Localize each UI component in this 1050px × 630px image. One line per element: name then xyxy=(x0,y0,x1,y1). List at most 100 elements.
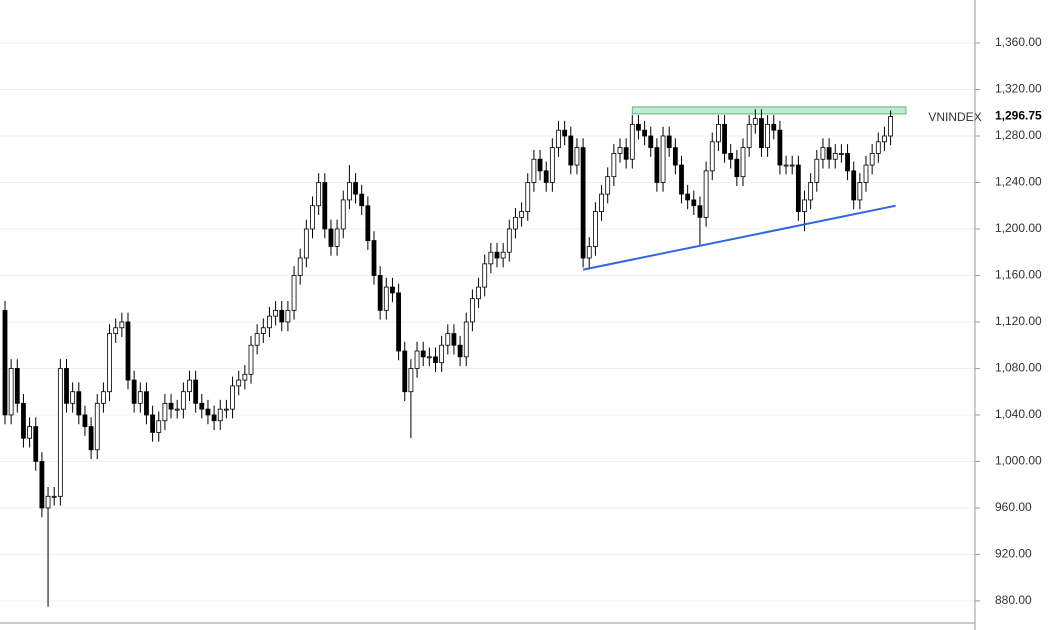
y-tick-label: 1,120.00 xyxy=(995,314,1042,328)
candle-body xyxy=(543,170,549,183)
resistance-zone xyxy=(631,106,907,115)
candle-body xyxy=(556,129,561,149)
candle-body xyxy=(783,164,789,167)
candle-body xyxy=(359,193,365,207)
candle-body xyxy=(223,408,229,411)
y-tick-label: 880.00 xyxy=(995,593,1032,607)
candle-body xyxy=(648,135,654,149)
candle-body xyxy=(254,333,260,346)
candle-body xyxy=(759,118,764,149)
candle-body xyxy=(476,286,481,300)
candle-body xyxy=(156,420,162,433)
candle-body xyxy=(340,199,346,230)
candle-body xyxy=(519,211,524,218)
candle-body xyxy=(242,373,248,381)
candle-body xyxy=(273,309,279,317)
candle-body xyxy=(457,344,463,358)
candle-body xyxy=(267,315,272,329)
candle-body xyxy=(795,164,801,212)
candle-body xyxy=(562,129,568,137)
candle-body xyxy=(525,182,531,212)
candle-body xyxy=(482,263,488,288)
candle-body xyxy=(316,182,322,207)
candle-body xyxy=(180,391,186,410)
candle-body xyxy=(279,309,285,323)
candle-body xyxy=(107,333,112,393)
candle-body xyxy=(420,350,426,358)
candle-body xyxy=(94,402,100,451)
candle-body xyxy=(205,408,211,416)
candle-body xyxy=(101,391,106,404)
candle-body xyxy=(248,344,254,375)
candle-body xyxy=(70,391,76,404)
candle-body xyxy=(845,153,850,172)
candle-body xyxy=(162,402,168,422)
y-tick-label: 1,040.00 xyxy=(995,407,1042,421)
y-tick-label: 1,320.00 xyxy=(995,82,1042,96)
candle-body xyxy=(580,147,586,259)
candle-body xyxy=(752,118,758,125)
candle-body xyxy=(445,333,451,346)
candle-body xyxy=(426,356,432,359)
candle-body xyxy=(740,147,746,178)
candle-body xyxy=(611,153,617,178)
candle-body xyxy=(150,414,156,433)
candle-body xyxy=(346,182,352,201)
candle-body xyxy=(851,170,857,201)
candle-body xyxy=(875,141,881,154)
candle-body xyxy=(88,426,94,451)
candle-body xyxy=(260,327,266,334)
candle-body xyxy=(593,211,598,247)
trendline xyxy=(582,204,896,271)
candle-body xyxy=(617,147,623,154)
candle-body xyxy=(839,153,844,155)
candle-body xyxy=(716,123,721,143)
candle-body xyxy=(57,368,63,497)
candle-body xyxy=(408,368,414,393)
candle-body xyxy=(414,350,420,369)
candle-body xyxy=(371,240,377,276)
candle-body xyxy=(168,402,174,410)
candle-body xyxy=(826,147,832,160)
candle-body xyxy=(802,199,807,212)
candle-body xyxy=(586,246,592,259)
candle-body xyxy=(734,158,740,178)
candle-body xyxy=(679,164,684,195)
candle-body xyxy=(353,182,358,195)
candle-body xyxy=(500,251,506,259)
candle-body xyxy=(33,426,39,462)
candle-body xyxy=(174,408,180,411)
y-tick-label: 1,200.00 xyxy=(995,221,1042,235)
candle-body xyxy=(76,391,82,416)
candle-body xyxy=(396,292,402,352)
candle-body xyxy=(808,182,814,201)
candle-body xyxy=(199,402,205,410)
candle-body xyxy=(137,391,143,404)
candle-body xyxy=(334,228,340,247)
candle-body xyxy=(789,164,795,167)
candle-body xyxy=(451,333,457,346)
candle-body xyxy=(820,147,826,160)
candle-body xyxy=(27,426,33,439)
candle-body xyxy=(236,379,242,387)
candle-body xyxy=(654,147,660,183)
candle-body xyxy=(297,257,303,276)
candle-body xyxy=(857,182,863,201)
candle-body xyxy=(14,368,20,404)
y-tick-label: 1,360.00 xyxy=(995,35,1042,49)
y-tick-label: 1,240.00 xyxy=(995,175,1042,189)
candle-body xyxy=(310,205,315,230)
candle-body xyxy=(636,123,641,131)
candle-body xyxy=(722,123,727,154)
candle-body xyxy=(531,158,537,183)
candle-body xyxy=(21,402,26,439)
candle-body xyxy=(291,275,297,311)
y-tick-label: 1,080.00 xyxy=(995,361,1042,375)
candle-body xyxy=(685,193,691,201)
candle-body xyxy=(439,344,445,364)
y-tick-label: 1,000.00 xyxy=(995,454,1042,468)
candle-body xyxy=(187,379,192,393)
candle-body xyxy=(217,408,223,422)
candle-body xyxy=(469,298,475,323)
